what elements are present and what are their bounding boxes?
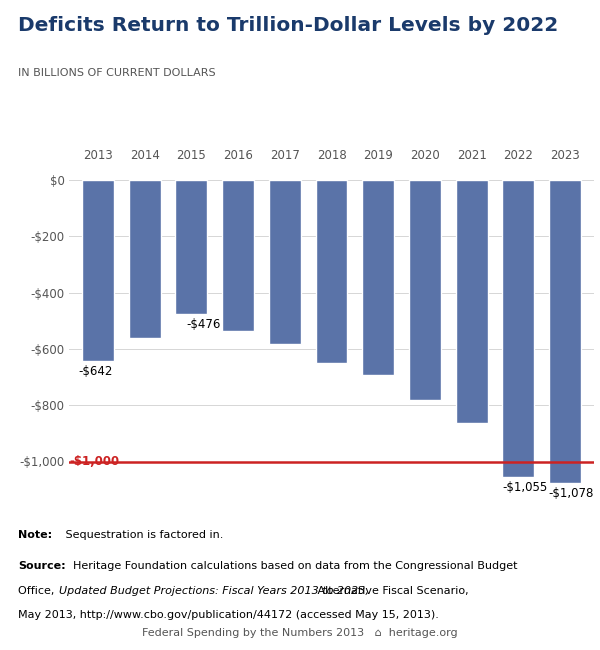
Bar — [269, 180, 301, 344]
Bar — [362, 180, 394, 375]
Text: Source:: Source: — [18, 561, 65, 571]
Text: -$1,000: -$1,000 — [69, 455, 119, 468]
Text: Deficits Return to Trillion-Dollar Levels by 2022: Deficits Return to Trillion-Dollar Level… — [18, 16, 558, 35]
Bar — [456, 180, 488, 422]
Text: Office,: Office, — [18, 586, 58, 595]
Text: Alternative Fiscal Scenario,: Alternative Fiscal Scenario, — [314, 586, 469, 595]
Text: IN BILLIONS OF CURRENT DOLLARS: IN BILLIONS OF CURRENT DOLLARS — [18, 68, 215, 78]
Text: Heritage Foundation calculations based on data from the Congressional Budget: Heritage Foundation calculations based o… — [73, 561, 518, 571]
Bar — [175, 180, 207, 314]
Bar — [222, 180, 254, 331]
Text: Sequestration is factored in.: Sequestration is factored in. — [62, 530, 223, 540]
Bar — [129, 180, 161, 337]
Bar — [502, 180, 534, 477]
Bar — [549, 180, 581, 484]
Text: -$1,055: -$1,055 — [502, 481, 547, 494]
Text: -$642: -$642 — [79, 365, 113, 378]
Text: Note:: Note: — [18, 530, 52, 540]
Text: Federal Spending by the Numbers 2013   ⌂  heritage.org: Federal Spending by the Numbers 2013 ⌂ h… — [142, 629, 458, 638]
Bar — [82, 180, 114, 361]
Text: -$476: -$476 — [187, 318, 221, 331]
Text: May 2013, http://www.cbo.gov/publication/44172 (accessed May 15, 2013).: May 2013, http://www.cbo.gov/publication… — [18, 610, 439, 620]
Text: -$1,078: -$1,078 — [548, 488, 594, 500]
Text: Updated Budget Projections: Fiscal Years 2013 to 2023,: Updated Budget Projections: Fiscal Years… — [59, 586, 368, 595]
Bar — [409, 180, 441, 400]
Bar — [316, 180, 347, 363]
